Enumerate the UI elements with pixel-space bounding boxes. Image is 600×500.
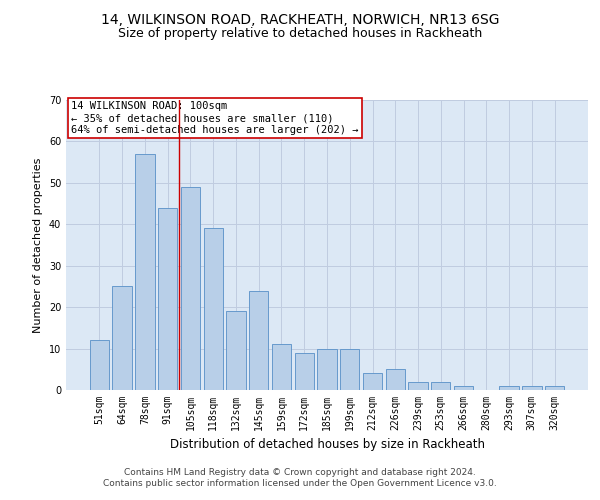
Bar <box>340 348 359 390</box>
Bar <box>317 348 337 390</box>
Bar <box>272 344 291 390</box>
X-axis label: Distribution of detached houses by size in Rackheath: Distribution of detached houses by size … <box>170 438 485 452</box>
Bar <box>295 352 314 390</box>
Text: 14 WILKINSON ROAD: 100sqm
← 35% of detached houses are smaller (110)
64% of semi: 14 WILKINSON ROAD: 100sqm ← 35% of detac… <box>71 102 359 134</box>
Bar <box>522 386 542 390</box>
Bar <box>112 286 132 390</box>
Bar <box>158 208 178 390</box>
Text: Size of property relative to detached houses in Rackheath: Size of property relative to detached ho… <box>118 28 482 40</box>
Text: Contains HM Land Registry data © Crown copyright and database right 2024.
Contai: Contains HM Land Registry data © Crown c… <box>103 468 497 487</box>
Bar <box>135 154 155 390</box>
Bar <box>226 312 245 390</box>
Text: 14, WILKINSON ROAD, RACKHEATH, NORWICH, NR13 6SG: 14, WILKINSON ROAD, RACKHEATH, NORWICH, … <box>101 12 499 26</box>
Bar <box>90 340 109 390</box>
Bar <box>203 228 223 390</box>
Bar <box>545 386 564 390</box>
Bar <box>249 290 268 390</box>
Bar <box>363 374 382 390</box>
Bar <box>409 382 428 390</box>
Bar <box>386 370 405 390</box>
Bar <box>454 386 473 390</box>
Bar <box>181 187 200 390</box>
Bar <box>499 386 519 390</box>
Bar <box>431 382 451 390</box>
Y-axis label: Number of detached properties: Number of detached properties <box>33 158 43 332</box>
